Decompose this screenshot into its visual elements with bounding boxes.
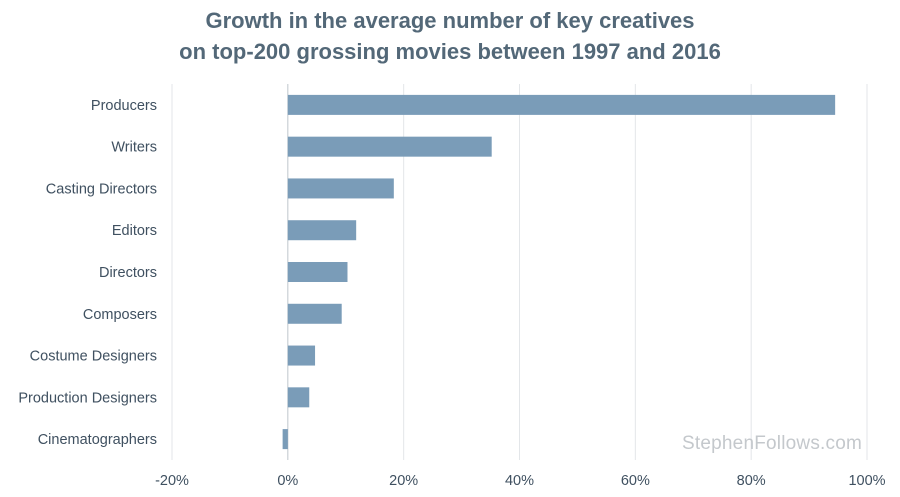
watermark: StephenFollows.com — [682, 433, 862, 454]
bar — [287, 220, 357, 241]
bar — [287, 94, 836, 115]
x-tick-label: 60% — [621, 473, 650, 489]
bar — [287, 136, 492, 157]
category-label: Editors — [112, 223, 157, 239]
x-tick-label: 80% — [737, 473, 766, 489]
x-tick-label: 40% — [505, 473, 534, 489]
bar — [287, 303, 342, 324]
bar — [287, 262, 348, 282]
category-label: Costume Designers — [30, 349, 157, 365]
category-label: Composers — [83, 307, 157, 323]
x-tick-label: 0% — [277, 473, 298, 489]
chart-title-line-2: on top-200 grossing movies between 1997 … — [179, 39, 721, 64]
category-label: Writers — [111, 140, 157, 156]
category-label: Casting Directors — [46, 181, 157, 197]
bar — [287, 178, 394, 199]
category-label: Producers — [91, 98, 157, 114]
category-label: Cinematographers — [38, 432, 157, 448]
x-tick-label: 20% — [389, 473, 418, 489]
x-tick-label: -20% — [155, 473, 189, 489]
chart-title-line-1: Growth in the average number of key crea… — [205, 8, 695, 33]
chart-title: Growth in the average number of key crea… — [0, 5, 900, 67]
category-label: Production Designers — [18, 390, 157, 406]
bar — [287, 345, 316, 366]
bar — [287, 387, 310, 408]
category-label: Directors — [99, 265, 157, 281]
bar — [282, 429, 288, 450]
x-tick-label: 100% — [848, 473, 885, 489]
